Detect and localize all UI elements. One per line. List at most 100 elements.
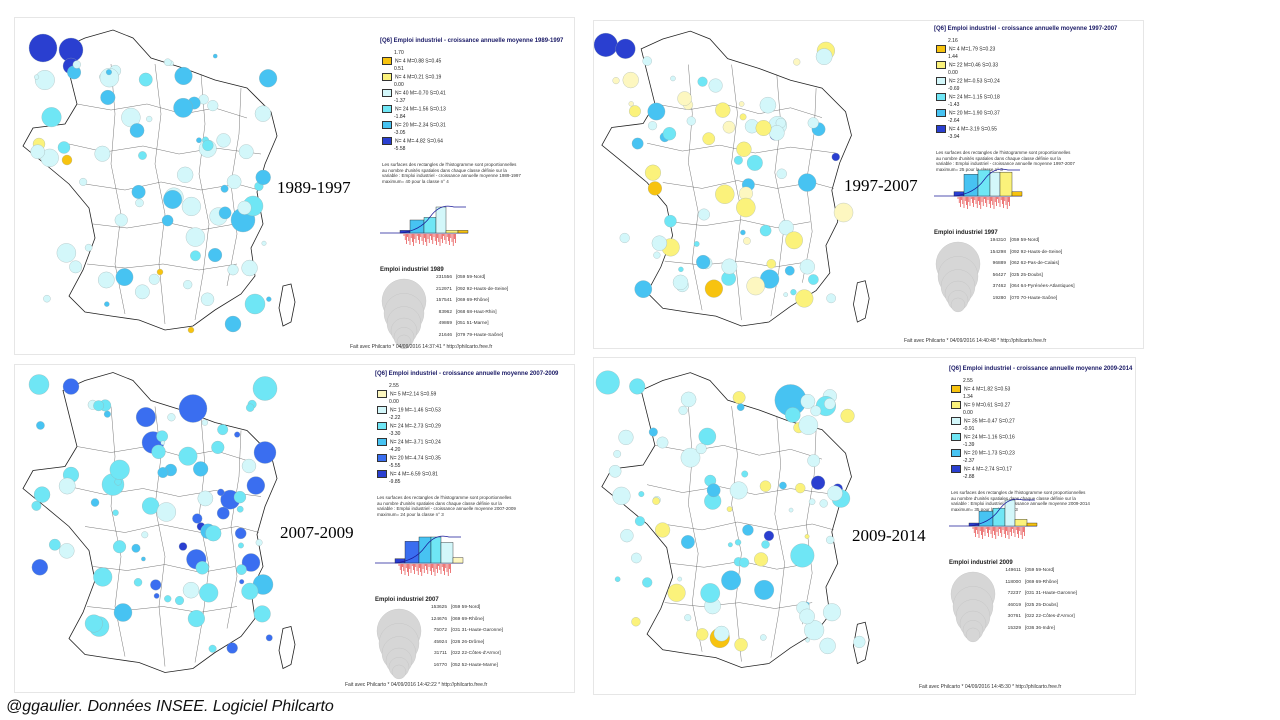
france-map xyxy=(22,29,296,334)
histogram-bar xyxy=(1014,519,1028,527)
department-border xyxy=(84,524,260,533)
class-bound: 0.00 xyxy=(963,410,973,416)
department-circle xyxy=(804,620,825,641)
department-circle xyxy=(815,48,833,65)
class-stats: N= 4 M=-6.59 S=0.81 xyxy=(390,471,438,478)
size-legend-entry: 75072 [031 31-Haute-Garonne] xyxy=(421,628,503,633)
class-row: N= 9 M=0.61 S=0.27 xyxy=(951,401,1015,410)
department-circle xyxy=(680,391,697,408)
class-bound: -5.55 xyxy=(389,463,401,469)
size-department: [069 69-Rhône] xyxy=(451,616,485,622)
department-circle xyxy=(800,394,816,409)
department-circle xyxy=(746,276,765,296)
department-circle xyxy=(807,117,819,129)
department-circle xyxy=(826,293,836,304)
department-circle xyxy=(79,178,88,186)
department-circle xyxy=(686,116,696,126)
size-department: [026 26-Drôme] xyxy=(451,639,485,645)
department-circle xyxy=(226,642,238,654)
class-swatch xyxy=(377,454,387,462)
department-circle xyxy=(746,155,763,171)
class-swatch xyxy=(382,105,392,113)
class-stats: N= 4 M=-4.82 S=0.64 xyxy=(395,138,443,145)
class-stats: N= 4 M=-2.74 S=0.17 xyxy=(964,466,1012,473)
department-circle xyxy=(795,483,806,494)
department-circle xyxy=(173,98,193,118)
department-circle xyxy=(241,458,257,474)
size-department: [031 31-Haute-Garonne] xyxy=(451,628,503,633)
department-circle xyxy=(141,556,146,562)
department-circle xyxy=(34,70,55,90)
department-circle xyxy=(693,241,700,247)
department-circle xyxy=(266,296,272,302)
histogram-bar xyxy=(435,206,447,234)
size-value: 45924 xyxy=(433,639,447,645)
size-department: [036 36-Indre] xyxy=(1025,625,1055,631)
department-circle xyxy=(628,101,634,107)
class-bound: -2.88 xyxy=(963,474,975,480)
class-row: N= 20 M=-1.90 S=0.37 xyxy=(936,109,1000,118)
department-circle xyxy=(776,168,787,179)
class-row: N= 22 M=0.46 S=0.33 xyxy=(936,61,1000,70)
size-department: [022 22-Côtes-d'Armor] xyxy=(451,651,501,656)
size-department: [025 25-Doubs] xyxy=(1010,272,1043,278)
class-bound: -9.85 xyxy=(389,479,401,485)
class-row: N= 4 M=0.21 S=0.19 xyxy=(382,73,446,82)
department-circle xyxy=(238,542,244,549)
department-circle xyxy=(41,107,62,128)
department-circle xyxy=(678,266,684,273)
department-circle xyxy=(129,123,145,138)
class-stats: N= 35 M=-0.47 S=0.27 xyxy=(964,418,1015,425)
department-circle xyxy=(698,427,717,446)
size-value: 37462 xyxy=(992,284,1006,289)
size-value: 124676 xyxy=(430,616,447,622)
size-department: [059 59-Nord] xyxy=(1025,568,1055,573)
department-circle xyxy=(613,450,622,458)
size-value: 154298 xyxy=(989,249,1006,255)
department-circle xyxy=(69,260,82,274)
class-row: N= 24 M=-2.73 S=0.29 xyxy=(377,422,441,431)
department-circle xyxy=(157,467,169,478)
department-circle xyxy=(727,542,733,548)
size-value: 157541 xyxy=(435,298,452,303)
size-legend-entry: 21646 [079 79-Haute-Saône] xyxy=(426,333,504,338)
department-circle xyxy=(824,398,836,410)
department-circle xyxy=(246,403,255,412)
size-legend-entry: 153625 [059 59-Nord] xyxy=(421,605,480,610)
histogram-note: Les surfaces des rectangles de l'histogr… xyxy=(382,162,521,184)
department-circle xyxy=(151,444,166,459)
size-legend-entry: 16770 [052 52-Haute-Marne] xyxy=(421,663,498,668)
department-circle xyxy=(148,273,160,285)
class-row: N= 20 M=-4.74 S=0.35 xyxy=(377,454,441,463)
size-value: 118000 xyxy=(1005,579,1021,585)
department-circle xyxy=(793,58,801,66)
department-circle xyxy=(722,120,736,134)
class-swatch xyxy=(936,77,946,85)
department-circle xyxy=(736,197,756,218)
department-border xyxy=(84,181,260,191)
department-circle xyxy=(150,579,162,591)
department-circle xyxy=(819,637,836,655)
department-circle xyxy=(651,235,668,251)
size-department: [052 52-Haute-Marne] xyxy=(451,662,498,668)
department-circle xyxy=(742,524,754,536)
department-circle xyxy=(642,577,653,588)
department-circle xyxy=(721,258,738,275)
department-circle xyxy=(99,68,119,88)
size-department: [025 25-Doubs] xyxy=(1025,602,1058,608)
department-circle xyxy=(36,421,45,430)
department-circle xyxy=(788,507,794,513)
department-circle xyxy=(112,509,119,516)
cumulative-curve xyxy=(953,168,1020,197)
histogram-bar xyxy=(977,169,991,197)
class-swatch xyxy=(936,125,946,133)
department-circle xyxy=(736,403,745,411)
size-legend-entry: 157541 [069 69-Rhône] xyxy=(426,298,489,303)
department-circle xyxy=(196,137,202,144)
department-circle xyxy=(255,539,263,546)
class-bound: -1.43 xyxy=(948,102,960,108)
class-swatch xyxy=(382,137,392,145)
histogram-bar xyxy=(999,171,1013,197)
class-swatch xyxy=(951,433,961,441)
histogram-bar xyxy=(963,174,979,197)
